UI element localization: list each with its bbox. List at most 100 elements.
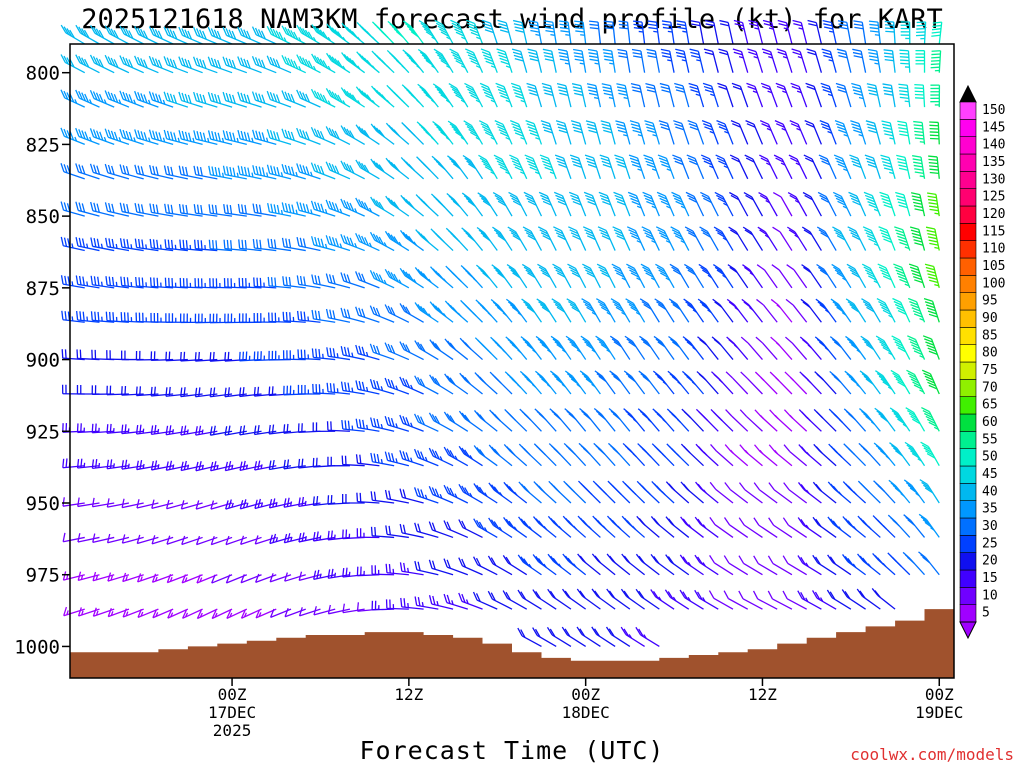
wind-barb: [832, 191, 852, 217]
wind-barb: [149, 238, 174, 252]
wind-barb: [208, 165, 233, 180]
wind-barb: [413, 413, 439, 432]
wind-barb: [767, 590, 793, 610]
wind-barb: [193, 165, 218, 180]
colorbar-swatch: [959, 517, 977, 536]
wind-barb: [669, 263, 690, 289]
wind-barb: [210, 461, 233, 472]
colorbar-swatch: [959, 153, 977, 172]
wind-barb: [462, 154, 484, 180]
wind-barb: [797, 590, 822, 610]
wind-barb: [826, 589, 852, 610]
wind-barb: [136, 499, 159, 509]
wind-barb: [326, 23, 351, 45]
wind-barb: [492, 192, 513, 217]
wind-barb: [90, 201, 115, 217]
wind-barb: [656, 191, 675, 217]
wind-barb: [89, 54, 115, 74]
wind-barb: [75, 54, 100, 74]
wind-barb: [733, 19, 749, 45]
wind-barb: [355, 197, 380, 217]
wind-barb: [654, 298, 675, 323]
wind-barb: [119, 202, 144, 217]
wind-barb: [121, 498, 144, 509]
wind-barb: [537, 263, 557, 289]
wind-barb: [448, 83, 469, 108]
wind-barb: [281, 54, 307, 74]
wind-barb: [223, 278, 247, 289]
wind-barb: [472, 591, 498, 610]
wind-barb: [593, 408, 616, 432]
wind-barb: [460, 299, 483, 323]
wind-barb: [813, 443, 837, 467]
colorbar-label: 110: [982, 242, 1005, 257]
wind-barb: [493, 154, 513, 180]
wind-barb: [281, 128, 306, 146]
wind-barb: [104, 202, 130, 217]
wind-barb: [106, 498, 130, 508]
wind-barb: [787, 191, 808, 217]
wind-barb: [680, 516, 704, 538]
wind-barb: [60, 236, 85, 252]
wind-barb: [683, 298, 705, 323]
wind-barb: [134, 26, 159, 45]
wind-barb: [804, 120, 823, 145]
wind-barb: [284, 572, 306, 582]
wind-barb: [727, 264, 749, 289]
wind-barb: [104, 54, 130, 74]
wind-barb: [415, 194, 439, 217]
wind-barb: [741, 298, 763, 323]
wind-barb: [738, 555, 763, 576]
wind-barb: [476, 226, 498, 251]
colorbar-label: 5: [982, 606, 990, 621]
wind-barb: [822, 19, 837, 45]
wind-barb: [653, 335, 675, 360]
wind-barb: [461, 192, 484, 217]
wind-barb: [310, 88, 336, 108]
wind-barb: [312, 422, 336, 433]
wind-barb: [458, 410, 483, 432]
wind-barb: [355, 344, 380, 361]
wind-barb: [89, 163, 115, 180]
wind-barb: [661, 20, 675, 45]
wind-barb: [844, 370, 867, 395]
wind-barb: [463, 120, 484, 145]
wind-barb: [75, 201, 100, 217]
credit-text: coolwx.com/models: [850, 745, 1014, 764]
wind-barb: [311, 236, 336, 252]
wind-barb: [827, 554, 852, 576]
wind-barb: [724, 444, 749, 467]
y-axis: 800 825 850 875 900 925 950 975 1000: [14, 63, 70, 658]
wind-barb: [739, 444, 763, 467]
wind-barb: [725, 371, 749, 395]
wind-barb: [180, 500, 203, 510]
wind-barb: [370, 417, 395, 432]
wind-barb: [193, 130, 218, 146]
wind-barb: [675, 48, 690, 73]
wind-barb: [92, 571, 115, 582]
colorbar-label: 80: [982, 346, 998, 361]
wind-barb: [473, 518, 498, 538]
wind-barb: [638, 370, 660, 395]
wind-barb: [592, 515, 616, 538]
wind-barb: [474, 337, 498, 361]
colorbar-swatch: [959, 136, 977, 155]
wind-barb: [827, 516, 852, 538]
wind-barb: [369, 379, 395, 395]
wind-barb: [505, 336, 528, 360]
wind-barb: [835, 82, 852, 108]
wind-barb: [428, 595, 454, 610]
wind-barb: [447, 120, 469, 145]
wind-barb: [748, 19, 764, 45]
wind-barb: [369, 343, 395, 361]
wind-barb: [208, 239, 233, 252]
wind-barb: [443, 446, 469, 467]
wind-barb: [752, 590, 778, 610]
wind-barb: [639, 298, 660, 323]
wind-barb: [518, 481, 542, 504]
wind-barb: [428, 485, 454, 504]
wind-barb: [872, 552, 896, 576]
wind-barb: [340, 346, 365, 361]
wind-barb: [880, 154, 896, 180]
wind-barb: [770, 298, 793, 323]
